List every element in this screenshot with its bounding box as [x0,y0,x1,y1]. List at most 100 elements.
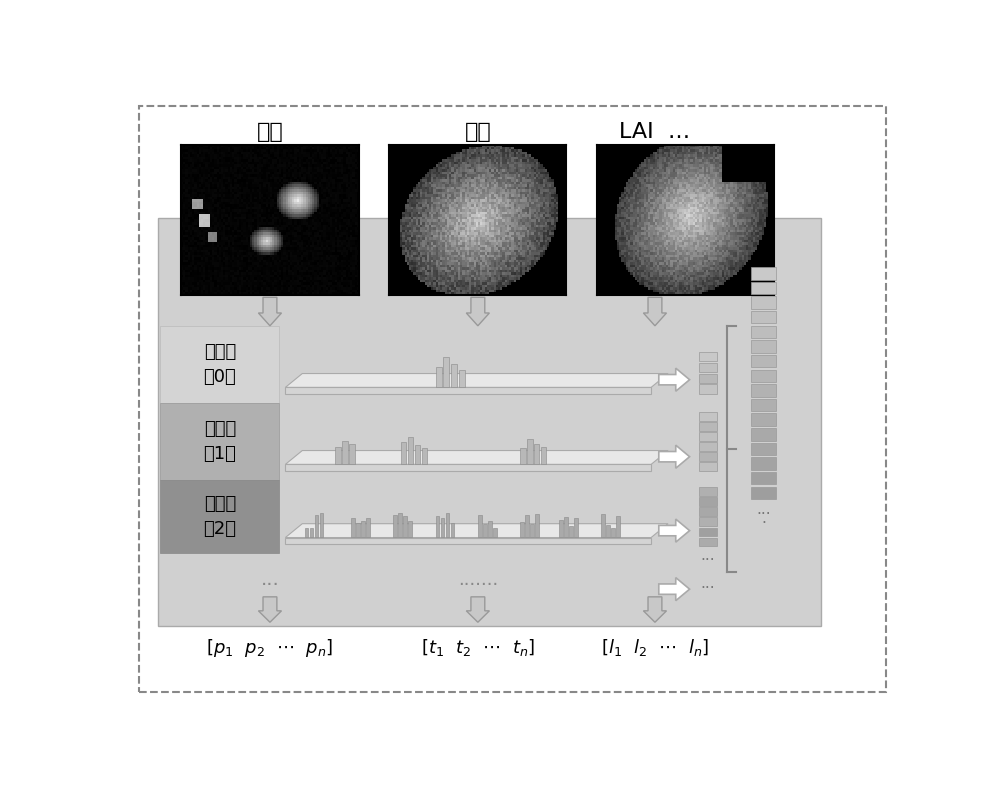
Bar [335,446,341,464]
Bar [361,521,365,536]
Text: $[p_1\ \ p_2\ \ \cdots\ \ p_n]$: $[p_1\ \ p_2\ \ \cdots\ \ p_n]$ [206,637,334,659]
Bar [320,513,323,536]
Bar [349,445,355,464]
Bar [315,515,318,536]
Bar [699,374,717,383]
Bar [408,437,413,464]
Text: .: . [761,511,766,526]
Bar [393,515,397,536]
Bar [408,521,412,536]
Bar [699,537,717,546]
Bar [564,517,568,536]
Bar [530,525,534,536]
Polygon shape [285,374,668,387]
Bar [415,445,420,464]
Bar [699,442,717,450]
Bar [310,528,313,536]
Polygon shape [659,368,690,391]
Bar [699,432,717,441]
Bar [751,442,776,455]
Bar [488,521,492,536]
Text: ...: ... [756,502,771,517]
Bar [401,442,406,464]
Bar [751,457,776,470]
Polygon shape [285,537,651,544]
Bar [559,520,563,536]
Polygon shape [659,519,690,542]
Bar [436,367,442,386]
Text: 金字塔
第1层: 金字塔 第1层 [203,419,236,463]
Bar [699,507,717,516]
Bar [751,267,776,280]
Bar [541,446,546,464]
Bar [616,516,620,536]
Polygon shape [643,596,666,623]
Polygon shape [285,450,668,465]
Text: ...: ... [261,570,279,589]
Bar [160,480,279,553]
Bar [751,340,776,353]
Polygon shape [659,445,690,468]
Bar [699,452,717,461]
Polygon shape [466,596,489,623]
Bar [699,352,717,361]
Bar [441,518,444,536]
Bar [699,363,717,372]
Bar [422,448,427,464]
Bar [403,516,407,536]
Text: 气温: 气温 [464,122,491,141]
Text: LAI  …: LAI … [619,122,691,141]
Bar [751,428,776,441]
Bar [478,515,482,536]
Bar [459,370,465,386]
Text: .......: ....... [458,571,498,589]
Bar [699,385,717,393]
Bar [520,448,526,464]
Bar [699,528,717,536]
Polygon shape [466,297,489,325]
Bar [443,357,449,386]
Bar [527,439,533,464]
Bar [525,515,529,536]
Bar [751,311,776,323]
Bar [699,498,717,506]
Text: ...: ... [701,547,715,562]
Bar [446,513,449,536]
Bar [751,296,776,309]
Bar [366,517,370,536]
Polygon shape [643,297,666,325]
Bar [535,514,539,536]
Bar [305,528,308,536]
Polygon shape [285,465,651,471]
Bar [606,525,610,536]
FancyBboxPatch shape [158,218,820,626]
Bar [699,422,717,431]
Bar [751,472,776,484]
Bar [451,363,457,386]
Bar [520,522,524,536]
Bar [751,487,776,499]
Bar [534,444,539,464]
Bar [751,399,776,412]
Polygon shape [258,297,282,325]
Text: $[t_1\ \ t_2\ \ \cdots\ \ t_n]$: $[t_1\ \ t_2\ \ \cdots\ \ t_n]$ [421,638,535,658]
Bar [751,282,776,294]
Bar [751,384,776,397]
Bar [351,518,355,536]
Bar [699,462,717,471]
Text: 金字塔
第0层: 金字塔 第0层 [204,343,236,386]
Text: $[l_1\ \ l_2\ \ \cdots\ \ l_n]$: $[l_1\ \ l_2\ \ \cdots\ \ l_n]$ [601,638,709,658]
Bar [751,325,776,338]
Bar [751,355,776,367]
Bar [493,528,497,536]
Text: 金字塔
第2层: 金字塔 第2层 [203,495,236,538]
Bar [611,528,615,536]
Polygon shape [285,524,668,537]
Bar [699,412,717,420]
Bar [569,526,573,536]
Bar [699,517,717,526]
Bar [699,487,717,496]
Bar [751,413,776,426]
Polygon shape [258,596,282,623]
Bar [751,370,776,382]
